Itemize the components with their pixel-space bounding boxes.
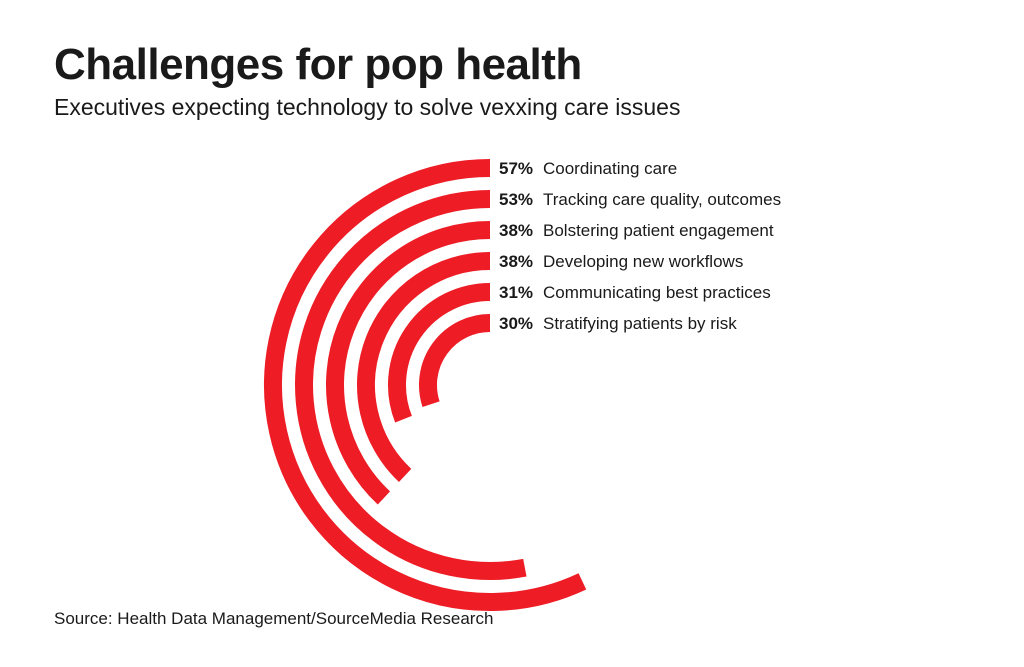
arc-bar-bolstering-patient-engagement xyxy=(326,221,491,505)
arc-bar-developing-new-workflows xyxy=(357,252,491,482)
chart-subtitle: Executives expecting technology to solve… xyxy=(54,94,681,120)
category-label-coordinating-care: Coordinating care xyxy=(543,159,677,178)
category-label-stratifying-patients-by-risk: Stratifying patients by risk xyxy=(543,314,737,333)
value-label-tracking-care-quality-outcomes: 53% xyxy=(499,190,533,209)
category-label-tracking-care-quality-outcomes: Tracking care quality, outcomes xyxy=(543,190,781,209)
category-label-developing-new-workflows: Developing new workflows xyxy=(543,252,743,271)
arc-bar-stratifying-patients-by-risk xyxy=(419,314,491,407)
value-label-developing-new-workflows: 38% xyxy=(499,252,533,271)
value-label-coordinating-care: 57% xyxy=(499,159,533,178)
arc-bar-coordinating-care xyxy=(264,159,587,611)
value-label-communicating-best-practices: 31% xyxy=(499,283,533,302)
chart-title: Challenges for pop health xyxy=(54,40,582,89)
value-label-bolstering-patient-engagement: 38% xyxy=(499,221,533,240)
arc-bar-communicating-best-practices xyxy=(388,283,491,423)
category-label-bolstering-patient-engagement: Bolstering patient engagement xyxy=(543,221,774,240)
source-note: Source: Health Data Management/SourceMed… xyxy=(54,609,494,628)
label-group: 57% Coordinating care 53% Tracking care qua… xyxy=(499,159,781,333)
arc-group xyxy=(264,159,587,611)
arc-bar-tracking-care-quality-outcomes xyxy=(295,190,527,580)
value-label-stratifying-patients-by-risk: 30% xyxy=(499,314,533,333)
category-label-communicating-best-practices: Communicating best practices xyxy=(543,283,771,302)
